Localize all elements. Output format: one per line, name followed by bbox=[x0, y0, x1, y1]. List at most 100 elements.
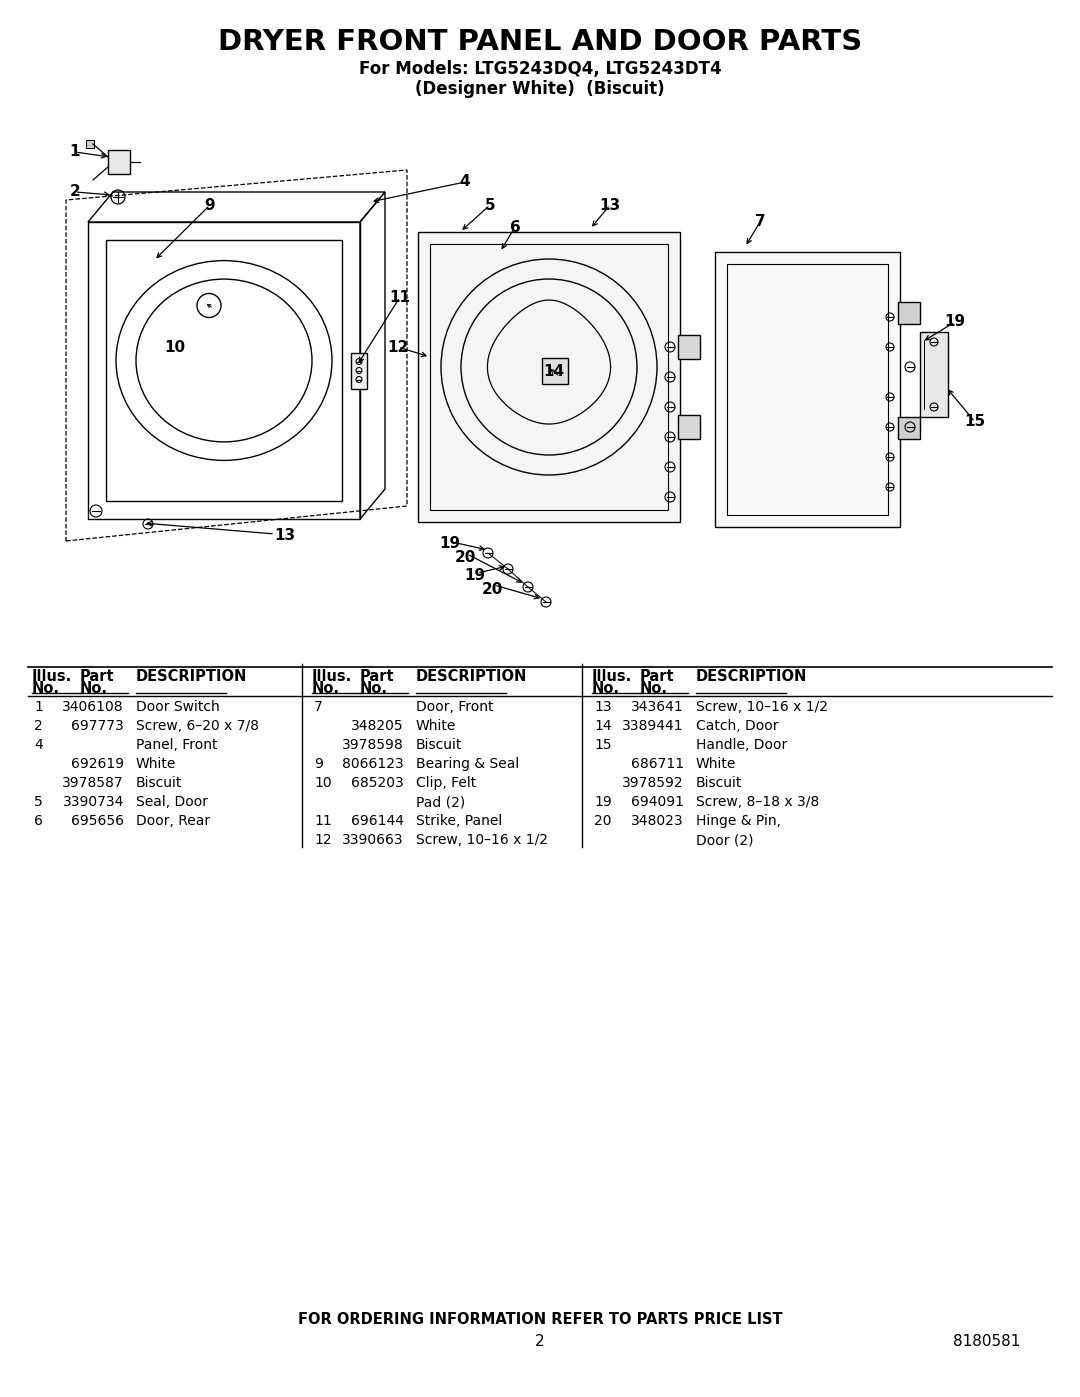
Text: 11: 11 bbox=[314, 814, 332, 828]
Text: 2: 2 bbox=[536, 1334, 544, 1350]
Text: Hinge & Pin,: Hinge & Pin, bbox=[696, 814, 781, 828]
Text: DESCRIPTION: DESCRIPTION bbox=[696, 669, 808, 685]
Text: Illus.: Illus. bbox=[312, 669, 352, 685]
Text: DRYER FRONT PANEL AND DOOR PARTS: DRYER FRONT PANEL AND DOOR PARTS bbox=[218, 28, 862, 56]
Text: 4: 4 bbox=[460, 175, 470, 190]
Text: White: White bbox=[696, 757, 737, 771]
Text: Panel, Front: Panel, Front bbox=[136, 738, 217, 752]
Text: 19: 19 bbox=[944, 314, 966, 330]
Text: 4: 4 bbox=[33, 738, 43, 752]
Text: Bearing & Seal: Bearing & Seal bbox=[416, 757, 519, 771]
Bar bbox=[727, 264, 888, 515]
Text: 2: 2 bbox=[69, 184, 80, 200]
Bar bbox=[106, 240, 342, 502]
Text: 7: 7 bbox=[314, 700, 323, 714]
Text: 3978592: 3978592 bbox=[622, 775, 684, 789]
Text: 10: 10 bbox=[314, 775, 332, 789]
Text: 685203: 685203 bbox=[351, 775, 404, 789]
Polygon shape bbox=[897, 416, 920, 439]
Text: Screw, 8–18 x 3/8: Screw, 8–18 x 3/8 bbox=[696, 795, 820, 809]
Text: 695656: 695656 bbox=[71, 814, 124, 828]
Text: 15: 15 bbox=[964, 415, 986, 429]
Text: 6: 6 bbox=[33, 814, 43, 828]
Text: Seal, Door: Seal, Door bbox=[136, 795, 208, 809]
Polygon shape bbox=[897, 302, 920, 324]
Text: 12: 12 bbox=[314, 833, 332, 847]
Text: Part: Part bbox=[80, 669, 114, 685]
Text: FOR ORDERING INFORMATION REFER TO PARTS PRICE LIST: FOR ORDERING INFORMATION REFER TO PARTS … bbox=[298, 1312, 782, 1327]
Text: Strike, Panel: Strike, Panel bbox=[416, 814, 502, 828]
Text: Biscuit: Biscuit bbox=[696, 775, 742, 789]
Text: 7: 7 bbox=[755, 215, 766, 229]
Text: 6: 6 bbox=[510, 219, 521, 235]
Text: 1: 1 bbox=[33, 700, 43, 714]
Text: Pad (2): Pad (2) bbox=[416, 795, 465, 809]
Text: 20: 20 bbox=[455, 549, 475, 564]
Text: Handle, Door: Handle, Door bbox=[696, 738, 787, 752]
Text: 8066123: 8066123 bbox=[342, 757, 404, 771]
Polygon shape bbox=[418, 232, 680, 522]
Text: 19: 19 bbox=[440, 536, 460, 552]
Text: Illus.: Illus. bbox=[32, 669, 72, 685]
Bar bbox=[430, 244, 669, 510]
Text: No.: No. bbox=[592, 680, 620, 696]
Text: 14: 14 bbox=[543, 365, 565, 380]
Text: White: White bbox=[416, 719, 457, 733]
Polygon shape bbox=[678, 335, 700, 359]
Text: 348023: 348023 bbox=[632, 814, 684, 828]
Text: 19: 19 bbox=[594, 795, 611, 809]
Text: 13: 13 bbox=[274, 528, 296, 542]
Text: 694091: 694091 bbox=[631, 795, 684, 809]
Text: No.: No. bbox=[360, 680, 388, 696]
Text: Screw, 10–16 x 1/2: Screw, 10–16 x 1/2 bbox=[416, 833, 548, 847]
Text: White: White bbox=[136, 757, 176, 771]
Text: 9: 9 bbox=[205, 197, 215, 212]
Text: Door, Rear: Door, Rear bbox=[136, 814, 211, 828]
Bar bbox=[108, 149, 130, 175]
Text: 696144: 696144 bbox=[351, 814, 404, 828]
Text: Door (2): Door (2) bbox=[696, 833, 754, 847]
Text: For Models: LTG5243DQ4, LTG5243DT4: For Models: LTG5243DQ4, LTG5243DT4 bbox=[359, 60, 721, 78]
Text: No.: No. bbox=[312, 680, 340, 696]
Text: 3978598: 3978598 bbox=[342, 738, 404, 752]
Text: DESCRIPTION: DESCRIPTION bbox=[416, 669, 527, 685]
Text: Biscuit: Biscuit bbox=[416, 738, 462, 752]
Text: 2: 2 bbox=[33, 719, 43, 733]
Text: Catch, Door: Catch, Door bbox=[696, 719, 779, 733]
Text: 3389441: 3389441 bbox=[622, 719, 684, 733]
Text: 13: 13 bbox=[599, 197, 621, 212]
Text: No.: No. bbox=[32, 680, 60, 696]
Text: Clip, Felt: Clip, Felt bbox=[416, 775, 476, 789]
Text: 10: 10 bbox=[164, 339, 186, 355]
Text: 12: 12 bbox=[388, 339, 408, 355]
Text: 20: 20 bbox=[594, 814, 611, 828]
Text: Door Switch: Door Switch bbox=[136, 700, 219, 714]
Text: 14: 14 bbox=[594, 719, 611, 733]
Bar bbox=[920, 332, 948, 416]
Text: Biscuit: Biscuit bbox=[136, 775, 183, 789]
Text: 3390734: 3390734 bbox=[63, 795, 124, 809]
Text: DESCRIPTION: DESCRIPTION bbox=[136, 669, 247, 685]
Text: 3390663: 3390663 bbox=[342, 833, 404, 847]
Text: (Designer White)  (Biscuit): (Designer White) (Biscuit) bbox=[415, 80, 665, 98]
Text: Illus.: Illus. bbox=[592, 669, 632, 685]
Text: Part: Part bbox=[360, 669, 394, 685]
Bar bbox=[86, 140, 94, 148]
Text: No.: No. bbox=[80, 680, 108, 696]
Text: 343641: 343641 bbox=[631, 700, 684, 714]
Polygon shape bbox=[678, 415, 700, 439]
Text: 15: 15 bbox=[594, 738, 611, 752]
Text: 5: 5 bbox=[485, 197, 496, 212]
Text: 9: 9 bbox=[314, 757, 323, 771]
Text: Screw, 10–16 x 1/2: Screw, 10–16 x 1/2 bbox=[696, 700, 828, 714]
Bar bbox=[542, 358, 568, 384]
Text: 8180581: 8180581 bbox=[953, 1334, 1020, 1350]
Text: 697773: 697773 bbox=[71, 719, 124, 733]
Text: Screw, 6–20 x 7/8: Screw, 6–20 x 7/8 bbox=[136, 719, 259, 733]
Text: 348205: 348205 bbox=[351, 719, 404, 733]
Text: Door, Front: Door, Front bbox=[416, 700, 494, 714]
Text: 11: 11 bbox=[390, 289, 410, 305]
Text: 19: 19 bbox=[464, 567, 486, 583]
Text: 20: 20 bbox=[482, 581, 502, 597]
Text: Part: Part bbox=[640, 669, 675, 685]
